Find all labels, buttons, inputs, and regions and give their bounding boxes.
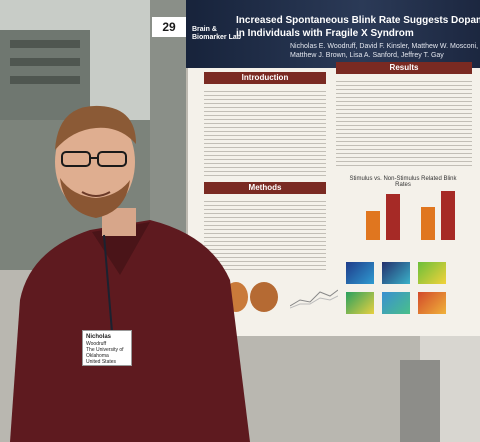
lab-logo-line2: Biomarker Lab — [192, 34, 242, 41]
heatmap-thumb-1 — [346, 262, 374, 284]
lab-logo: Brain & Biomarker Lab — [192, 26, 248, 50]
poster-authors-line2: Matthew J. Brown, Lisa A. Sanford, Jeffr… — [290, 52, 444, 59]
line-plots — [290, 289, 338, 309]
poster-number: 29 — [152, 17, 186, 37]
heatmap-thumb-6 — [418, 292, 446, 314]
poster-header — [186, 0, 480, 68]
chart-bar — [386, 194, 400, 240]
section-introduction: Introduction — [204, 72, 326, 84]
poster-title: Increased Spontaneous Blink Rate Suggest… — [236, 14, 480, 40]
chart-bar — [441, 191, 455, 240]
methods-text — [204, 198, 326, 272]
section-methods: Methods — [204, 182, 326, 194]
intro-text — [204, 88, 326, 176]
figure-caption: Stimulus vs. Non-Stimulus Related Blink … — [349, 176, 457, 188]
blink-rate-chart — [356, 188, 466, 240]
name-badge: Nicholas Woodruff The University of Okla… — [82, 330, 132, 366]
poster-authors-line1: Nicholas E. Woodruff, David F. Kinsler, … — [290, 43, 480, 50]
poster-title-line1: Increased Spontaneous Blink Rate Suggest… — [236, 15, 480, 26]
heatmap-thumb-3 — [418, 262, 446, 284]
chart-bar — [366, 211, 380, 240]
chart-bar — [421, 207, 435, 240]
poster-authors: Nicholas E. Woodruff, David F. Kinsler, … — [290, 42, 480, 60]
badge-line2: Woodruff — [86, 341, 107, 347]
presenter-person — [10, 105, 250, 442]
badge-line3: The University of Oklahoma — [86, 347, 124, 359]
poster-title-line2: in Individuals with Fragile X Syndrom — [236, 28, 414, 39]
heatmap-thumb-2 — [382, 262, 410, 284]
heatmap-thumb-5 — [382, 292, 410, 314]
lab-logo-line1: Brain & — [192, 26, 217, 33]
results-text — [336, 78, 472, 168]
section-results: Results — [336, 62, 472, 74]
heatmap-thumb-4 — [346, 292, 374, 314]
badge-name: Nicholas — [86, 334, 112, 340]
badge-line4: United States — [86, 359, 117, 365]
